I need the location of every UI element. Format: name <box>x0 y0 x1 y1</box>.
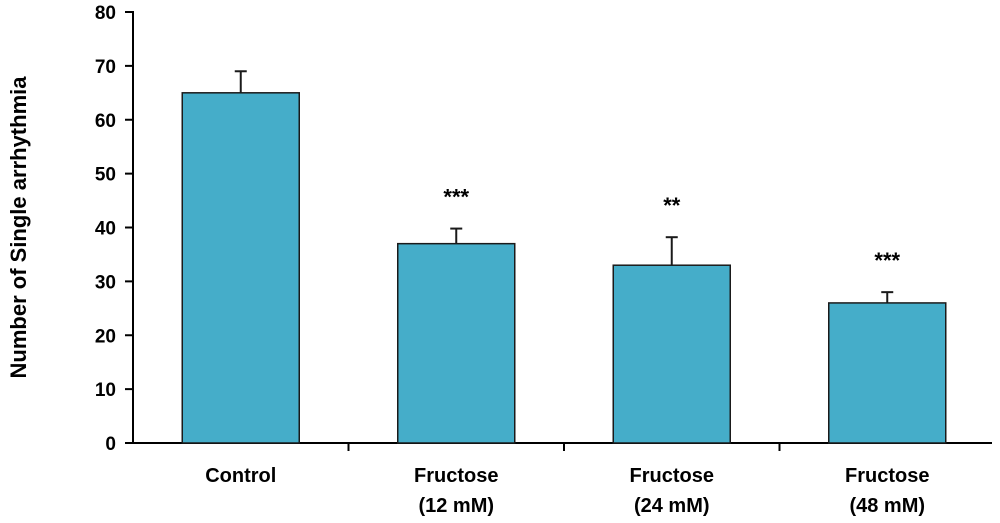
y-axis-label: Number of Single arrhythmia <box>6 76 31 379</box>
y-tick-label: 80 <box>95 3 116 24</box>
x-tick-label: (48 mM) <box>849 495 925 517</box>
bar <box>397 242 516 444</box>
y-tick-label: 0 <box>105 434 116 455</box>
y-tick-label: 50 <box>95 165 116 186</box>
x-tick-label: Fructose <box>630 465 714 487</box>
bar <box>612 264 731 444</box>
significance-marker: ** <box>663 193 681 218</box>
significance-marker: *** <box>443 185 469 210</box>
bar <box>828 302 947 444</box>
y-tick-label: 70 <box>95 57 116 78</box>
y-tick-label: 60 <box>95 111 116 132</box>
x-tick-label: (24 mM) <box>634 495 710 517</box>
significance-marker: *** <box>874 248 900 273</box>
y-tick-label: 20 <box>95 326 116 347</box>
x-tick-label: (12 mM) <box>418 495 494 517</box>
y-tick-label: 40 <box>95 219 116 240</box>
x-tick-label: Fructose <box>414 465 498 487</box>
bar <box>181 92 300 444</box>
x-tick-label: Control <box>205 465 276 487</box>
x-tick-label: Fructose <box>845 465 929 487</box>
y-axis-label-group: Number of Single arrhythmia <box>6 76 31 379</box>
labels: Control *** Fructose (12 mM) ** Fructose (24 m… <box>205 185 929 517</box>
bars <box>181 70 947 444</box>
y-tick-label: 30 <box>95 272 116 293</box>
y-tick-label: 10 <box>95 380 116 401</box>
